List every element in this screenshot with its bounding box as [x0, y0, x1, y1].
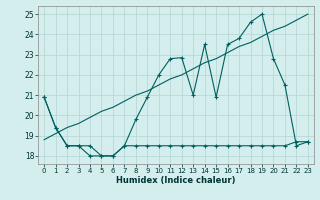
- X-axis label: Humidex (Indice chaleur): Humidex (Indice chaleur): [116, 176, 236, 185]
